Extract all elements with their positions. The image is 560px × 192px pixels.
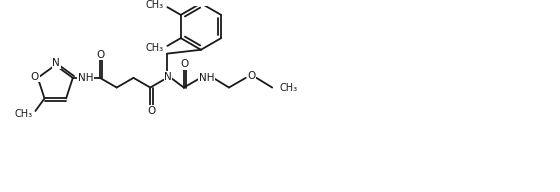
Text: O: O [147, 106, 155, 116]
Text: O: O [248, 71, 256, 81]
Text: N: N [53, 58, 60, 68]
Text: NH: NH [199, 73, 214, 83]
Text: CH₃: CH₃ [145, 0, 163, 10]
Text: CH₃: CH₃ [145, 43, 163, 53]
Text: O: O [97, 50, 105, 60]
Text: O: O [181, 59, 189, 69]
Text: CH₃: CH₃ [280, 83, 298, 93]
Text: O: O [31, 72, 39, 82]
Text: NH: NH [78, 73, 93, 83]
Text: CH₃: CH₃ [15, 109, 33, 119]
Text: N: N [164, 72, 172, 82]
